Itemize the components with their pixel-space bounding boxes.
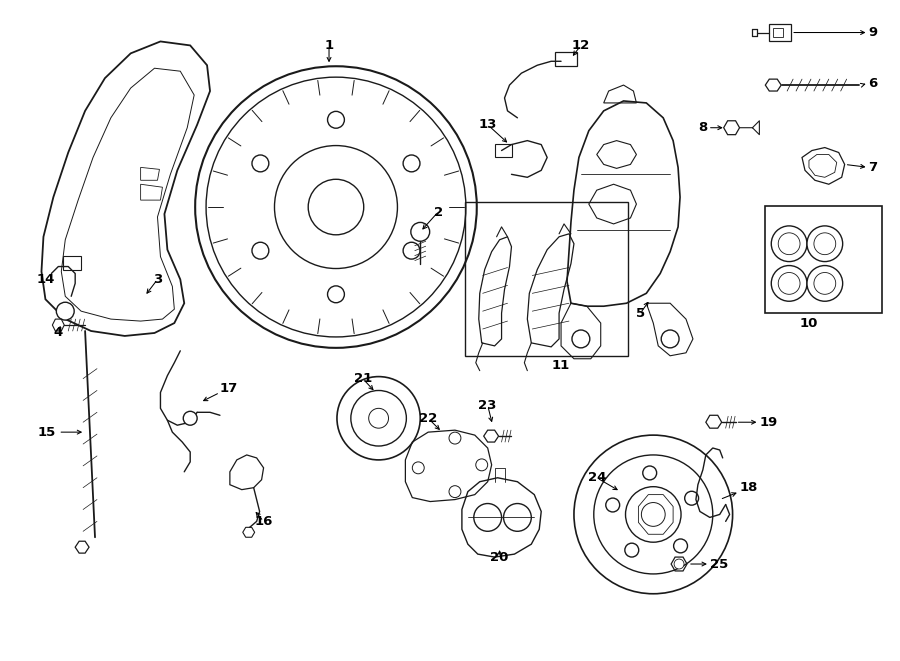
Text: 16: 16 — [255, 515, 273, 528]
Circle shape — [674, 559, 684, 569]
Circle shape — [572, 330, 590, 348]
Bar — [465, 202, 628, 356]
Text: 2: 2 — [434, 206, 443, 219]
Circle shape — [685, 491, 698, 505]
Text: 4: 4 — [54, 327, 63, 340]
Bar — [765, 206, 882, 313]
Circle shape — [403, 242, 420, 259]
Circle shape — [771, 266, 807, 301]
Circle shape — [328, 286, 345, 303]
Circle shape — [412, 462, 424, 474]
Text: 14: 14 — [36, 273, 55, 286]
Text: 24: 24 — [588, 471, 606, 485]
Bar — [495, 143, 512, 157]
Circle shape — [807, 226, 842, 262]
Text: 11: 11 — [552, 359, 571, 372]
Text: 20: 20 — [491, 551, 508, 564]
Text: 25: 25 — [710, 557, 728, 570]
Text: 22: 22 — [419, 412, 437, 425]
Circle shape — [662, 330, 680, 348]
Text: 23: 23 — [479, 399, 497, 412]
Text: 1: 1 — [325, 39, 334, 52]
Text: 10: 10 — [800, 317, 818, 330]
Text: 21: 21 — [354, 372, 372, 385]
Bar — [63, 256, 81, 270]
Circle shape — [643, 466, 657, 480]
Text: 8: 8 — [698, 121, 707, 134]
Circle shape — [410, 222, 429, 241]
Circle shape — [771, 226, 807, 262]
Circle shape — [473, 504, 501, 531]
Circle shape — [606, 498, 620, 512]
Text: 18: 18 — [740, 481, 758, 494]
Circle shape — [403, 155, 420, 172]
Text: 3: 3 — [153, 273, 162, 286]
Text: 17: 17 — [220, 382, 238, 395]
Circle shape — [252, 155, 269, 172]
Circle shape — [476, 459, 488, 471]
Text: 15: 15 — [37, 426, 55, 439]
Text: 13: 13 — [479, 118, 497, 132]
Bar — [770, 24, 791, 42]
Text: 9: 9 — [868, 26, 878, 39]
Circle shape — [503, 504, 531, 531]
Text: 7: 7 — [868, 161, 878, 174]
Bar — [555, 52, 577, 66]
Circle shape — [673, 539, 688, 553]
Circle shape — [252, 242, 269, 259]
Circle shape — [625, 543, 639, 557]
Text: 5: 5 — [635, 307, 645, 320]
Circle shape — [449, 432, 461, 444]
Bar — [773, 28, 783, 38]
Circle shape — [807, 266, 842, 301]
Circle shape — [57, 302, 74, 320]
Text: 19: 19 — [760, 416, 778, 429]
Circle shape — [449, 486, 461, 498]
Text: 6: 6 — [868, 77, 878, 90]
Circle shape — [184, 411, 197, 425]
Text: 12: 12 — [572, 39, 590, 52]
Circle shape — [328, 111, 345, 128]
